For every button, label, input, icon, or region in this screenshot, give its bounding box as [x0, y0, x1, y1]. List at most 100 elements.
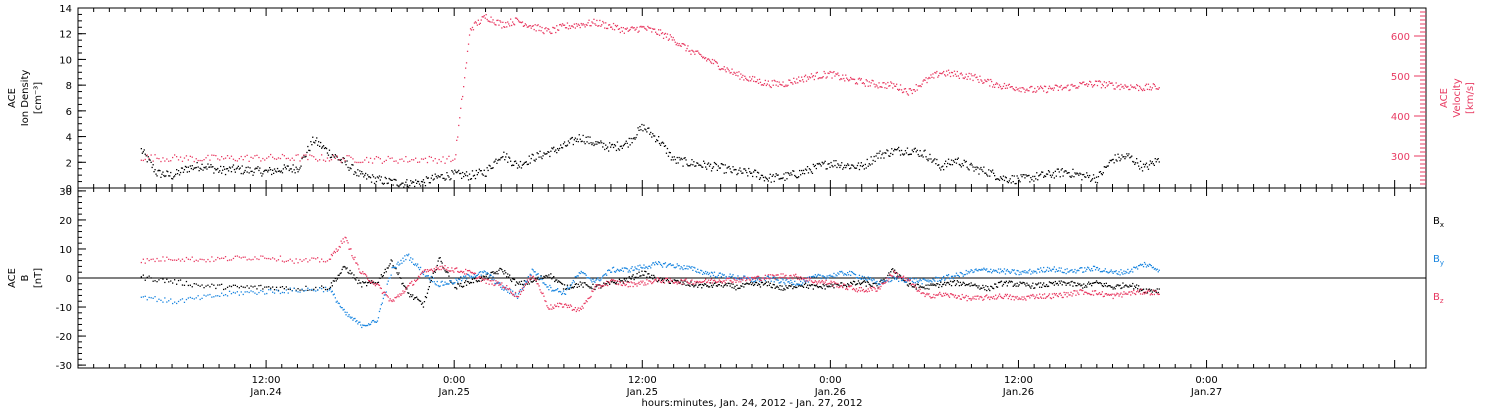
bz-point: [581, 305, 583, 307]
bz-point: [954, 294, 957, 296]
velocity-point: [1051, 87, 1054, 89]
bx-point: [618, 278, 621, 280]
by-point: [1156, 268, 1158, 270]
bz-point: [183, 260, 186, 262]
by-point: [544, 283, 546, 286]
density-point: [768, 177, 770, 179]
by-point: [258, 291, 260, 294]
velocity-point: [917, 85, 919, 87]
density-point: [1034, 175, 1036, 178]
by-point: [404, 255, 406, 257]
by-point: [758, 280, 761, 283]
bz-point: [768, 278, 770, 280]
velocity-point: [980, 79, 982, 81]
velocity-point: [595, 24, 597, 26]
bz-point: [971, 298, 973, 300]
by-point: [778, 282, 780, 284]
bx-point: [590, 286, 592, 288]
bz-point: [482, 279, 484, 281]
by-point: [862, 278, 864, 280]
bz-point: [470, 272, 473, 274]
bz-point: [347, 242, 349, 244]
by-point: [1154, 267, 1156, 270]
by-point: [871, 280, 873, 282]
density-point: [630, 137, 632, 140]
velocity-point: [983, 82, 985, 84]
bz-point: [979, 296, 981, 298]
density-point: [326, 152, 329, 154]
density-point: [201, 163, 203, 165]
bz-point: [665, 277, 668, 280]
velocity-point: [1125, 85, 1127, 87]
velocity-point: [342, 158, 344, 160]
velocity-point: [660, 32, 663, 35]
by-point: [1143, 261, 1146, 264]
by-point: [1116, 272, 1118, 275]
bx-point: [372, 281, 375, 283]
velocity-point: [164, 160, 166, 162]
by-point: [1091, 270, 1094, 272]
by-point: [637, 265, 639, 267]
by-point: [1040, 267, 1042, 269]
velocity-point: [688, 50, 690, 52]
by-point: [560, 291, 562, 293]
by-point: [446, 282, 448, 285]
bz-point: [830, 280, 832, 282]
velocity-point: [1078, 85, 1080, 88]
by-point: [162, 301, 164, 303]
bz-point: [617, 283, 620, 286]
density-point: [241, 165, 243, 167]
bx-point: [518, 281, 521, 283]
velocity-point: [1056, 85, 1058, 87]
bz-point: [635, 283, 637, 285]
bx-point: [767, 281, 769, 283]
bz-point: [728, 277, 730, 279]
velocity-point: [172, 156, 174, 159]
bz-point: [1034, 297, 1036, 300]
density-point: [884, 152, 886, 154]
velocity-point: [181, 160, 184, 162]
density-point: [747, 175, 749, 177]
bx-point: [382, 275, 384, 277]
bx-point: [445, 271, 447, 273]
density-point: [692, 164, 694, 166]
bz-point: [1050, 297, 1053, 300]
density-point: [551, 147, 553, 149]
velocity-point: [572, 26, 574, 28]
bx-point: [1139, 290, 1141, 292]
density-point: [176, 173, 179, 175]
bz-point: [889, 273, 891, 276]
velocity-point: [467, 43, 470, 45]
velocity-point: [816, 71, 818, 74]
density-point: [997, 178, 1000, 180]
by-point: [470, 275, 473, 277]
velocity-point: [503, 26, 505, 28]
bx-point: [542, 277, 544, 280]
by-point: [724, 277, 726, 279]
density-point: [401, 182, 403, 184]
bz-point: [712, 280, 715, 282]
density-point: [609, 142, 611, 144]
velocity-point: [808, 76, 811, 78]
bz-point: [436, 268, 438, 270]
velocity-point: [501, 27, 503, 29]
density-point: [880, 157, 882, 159]
by-point: [447, 283, 449, 285]
bz-point: [947, 295, 950, 297]
velocity-point: [1120, 83, 1122, 86]
bz-point: [694, 280, 696, 283]
bx-point: [395, 268, 397, 270]
by-point: [433, 281, 435, 283]
bz-point: [737, 277, 739, 279]
bz-point: [561, 306, 564, 308]
bx-point: [466, 280, 469, 283]
velocity-point: [1092, 85, 1095, 87]
by-point: [156, 300, 158, 303]
bz-point: [916, 290, 918, 292]
velocity-point: [869, 85, 871, 87]
by-point: [881, 282, 883, 284]
by-point: [1082, 271, 1084, 273]
bx-point: [716, 285, 718, 287]
by-point: [1158, 269, 1160, 271]
density-point: [254, 168, 256, 170]
